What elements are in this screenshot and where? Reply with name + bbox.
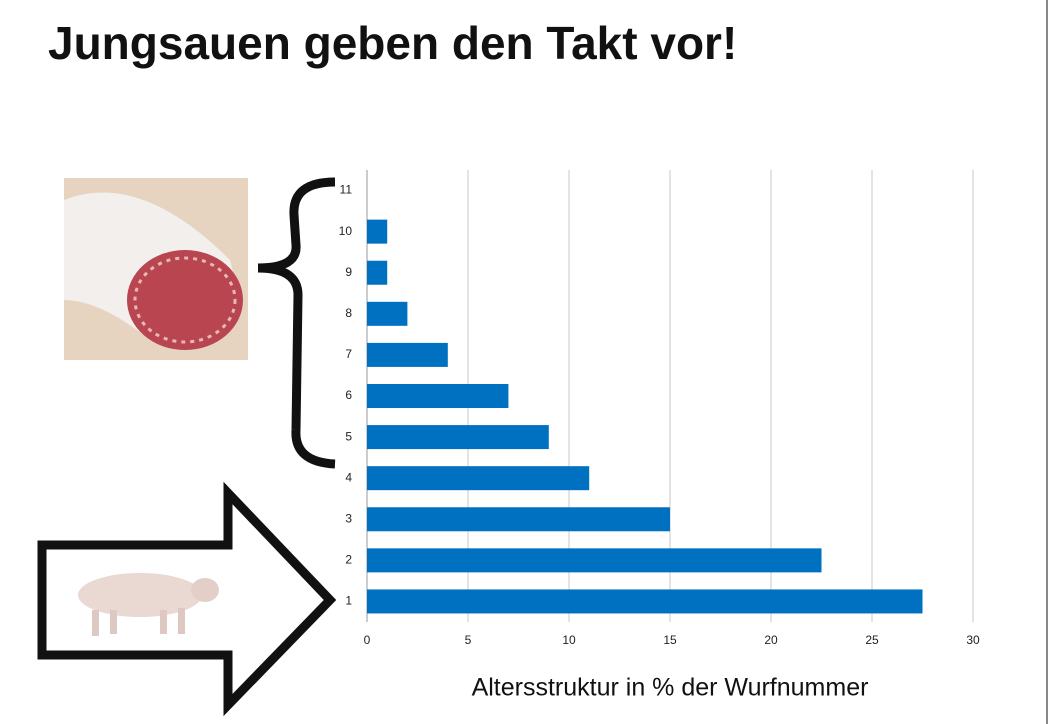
pig-leg: [160, 610, 167, 634]
pig-body: [78, 573, 202, 617]
x-tick-label: 0: [364, 633, 371, 647]
y-tick-label: 6: [345, 388, 352, 402]
x-axis-label: Altersstruktur in % der Wurfnummer: [472, 674, 869, 702]
bar: [367, 548, 822, 573]
sausage-cut: [127, 250, 243, 350]
bar: [367, 301, 408, 326]
bar: [367, 425, 549, 450]
x-tick-label: 20: [764, 633, 778, 647]
brace: [257, 177, 336, 469]
y-tick-label: 11: [340, 183, 353, 197]
x-tick-label: 5: [465, 633, 472, 647]
y-tick-label: 3: [345, 511, 352, 525]
pig-leg: [178, 608, 185, 634]
y-tick-label: 1: [345, 594, 352, 608]
salami-image: [64, 178, 248, 360]
y-tick-label: 7: [345, 347, 352, 361]
pig-leg: [92, 610, 99, 636]
x-tick-label: 30: [966, 633, 980, 647]
bar: [367, 384, 509, 408]
pig-leg: [110, 610, 117, 634]
y-tick-label: 5: [345, 429, 352, 443]
y-tick-label: 9: [345, 265, 352, 279]
pig-image: [78, 573, 219, 636]
bar: [367, 466, 590, 491]
bar: [367, 219, 388, 244]
x-tick-label: 10: [562, 633, 576, 647]
x-tick-label: 25: [865, 633, 879, 647]
bar: [367, 260, 388, 285]
sausage-fat: [133, 256, 237, 344]
bar: [367, 589, 923, 614]
bar: [367, 342, 448, 367]
y-tick-label: 8: [345, 306, 352, 320]
y-tick-label: 2: [345, 553, 352, 567]
y-tick-label: 10: [339, 224, 353, 238]
x-tick-label: 15: [663, 633, 677, 647]
y-tick-label: 4: [345, 470, 352, 484]
bar: [367, 507, 670, 532]
chart-title: Jungsauen geben den Takt vor!: [48, 17, 737, 69]
pig-head: [191, 578, 219, 602]
